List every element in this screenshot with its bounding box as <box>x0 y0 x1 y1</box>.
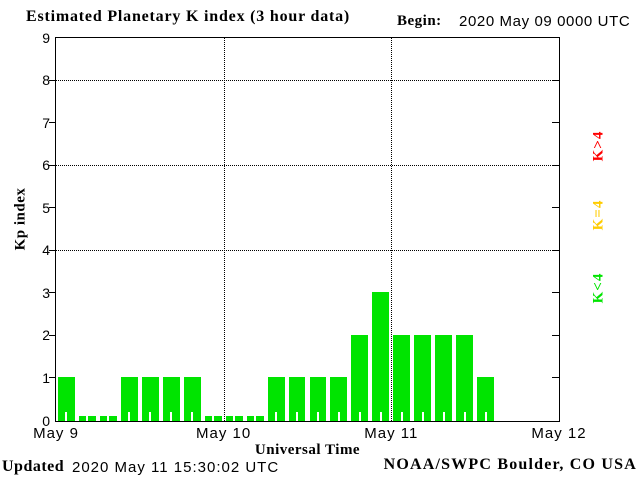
x-tick-label: May 11 <box>364 425 419 442</box>
gridline-kp-6 <box>56 164 559 166</box>
bar-tick-notch <box>212 416 215 421</box>
legend-item-2: K<4 <box>590 272 607 304</box>
bar-tick-notch <box>170 412 173 421</box>
kp-bar <box>267 377 285 421</box>
begin-label: Begin: <box>397 13 442 29</box>
y-tick-label: 7 <box>42 114 50 131</box>
bar-tick-notch <box>149 412 152 421</box>
legend-item-1: K=4 <box>590 199 607 231</box>
bar-tick-notch <box>191 412 194 421</box>
y-tick-mark-left <box>49 334 56 336</box>
y-tick-label: 8 <box>42 72 50 89</box>
x-tick-label: May 12 <box>531 425 587 442</box>
y-tick-mark-left <box>49 377 56 379</box>
kp-bar <box>99 416 117 421</box>
kp-bar <box>162 377 180 421</box>
bar-tick-notch <box>337 412 340 421</box>
bar-tick-notch <box>65 412 68 421</box>
bar-tick-notch <box>233 416 236 421</box>
y-tick-mark-right <box>552 292 559 294</box>
y-tick-mark-left <box>49 207 56 209</box>
bar-tick-notch <box>484 412 487 421</box>
x-tick-label: May 10 <box>196 425 252 442</box>
y-tick-label: 2 <box>42 327 50 344</box>
kp-bar <box>330 377 348 421</box>
gridline-kp-4 <box>56 249 559 251</box>
kp-bar <box>78 416 96 421</box>
y-tick-mark-right <box>552 207 559 209</box>
y-tick-label: 1 <box>42 369 50 386</box>
y-tick-mark-left <box>49 164 56 166</box>
x-tick-label: May 9 <box>33 425 79 442</box>
bar-tick-notch <box>107 416 110 421</box>
x-axis-label: Universal Time <box>254 442 361 458</box>
y-tick-mark-left <box>49 79 56 81</box>
kp-bar <box>246 416 264 421</box>
kp-bar <box>120 377 138 421</box>
bar-tick-notch <box>316 412 319 421</box>
y-tick-mark-right <box>552 249 559 251</box>
footer-source: NOAA/SWPC Boulder, CO USA <box>383 456 637 473</box>
bar-tick-notch <box>400 412 403 421</box>
y-tick-mark-right <box>552 334 559 336</box>
y-tick-mark-right <box>552 79 559 81</box>
kp-bar <box>372 292 390 421</box>
kp-bar <box>141 377 159 421</box>
kp-bar <box>183 377 201 421</box>
bar-tick-notch <box>358 412 361 421</box>
y-tick-label: 3 <box>42 284 50 301</box>
y-tick-label: 9 <box>42 29 50 46</box>
kp-bar <box>393 334 411 421</box>
footer-updated-label: Updated <box>2 458 65 475</box>
kp-bar <box>58 377 75 421</box>
y-tick-label: 6 <box>42 157 50 174</box>
y-tick-mark-left <box>49 122 56 124</box>
bar-tick-notch <box>296 412 298 421</box>
y-tick-mark-left <box>49 292 56 294</box>
day-boundary-line <box>223 38 225 421</box>
y-tick-mark-right <box>552 122 559 124</box>
y-tick-mark-right <box>552 164 559 166</box>
plot-area: Universal Time 0 1 2 3 4 5 6 7 8 9 May 9 May 10 May … <box>33 30 586 459</box>
y-tick-mark-left <box>49 249 56 251</box>
kp-bar <box>414 334 432 421</box>
bar-tick-notch <box>128 412 131 421</box>
bar-tick-notch <box>442 412 445 421</box>
begin-value: 2020 May 09 0000 UTC <box>459 13 631 30</box>
y-tick-label: 5 <box>42 199 50 216</box>
kp-bar <box>477 377 495 421</box>
y-axis-label: Kp index <box>12 187 29 251</box>
bar-tick-notch <box>254 416 257 421</box>
bar-tick-notch <box>463 412 466 421</box>
bar-tick-notch <box>421 412 424 421</box>
bar-tick-notch <box>275 412 278 421</box>
kp-bar <box>309 377 327 421</box>
chart-title: Estimated Planetary K index (3 hour data… <box>26 8 351 25</box>
footer-updated-value: 2020 May 11 15:30:02 UTC <box>72 459 280 476</box>
y-tick-mark-right <box>552 377 559 379</box>
bar-tick-notch <box>86 416 89 421</box>
kp-bar <box>351 334 369 421</box>
kp-bar <box>225 416 243 421</box>
kp-bar <box>456 334 474 421</box>
legend-item-0: K>4 <box>590 130 607 162</box>
kp-bar <box>204 416 222 421</box>
kp-bar <box>435 334 453 421</box>
gridline-kp-8 <box>56 79 559 81</box>
day-boundary-line <box>391 38 393 421</box>
kp-bar <box>288 377 306 421</box>
y-tick-label: 4 <box>42 242 50 259</box>
y-tick-label: 0 <box>42 412 50 429</box>
bar-tick-notch <box>379 412 382 421</box>
